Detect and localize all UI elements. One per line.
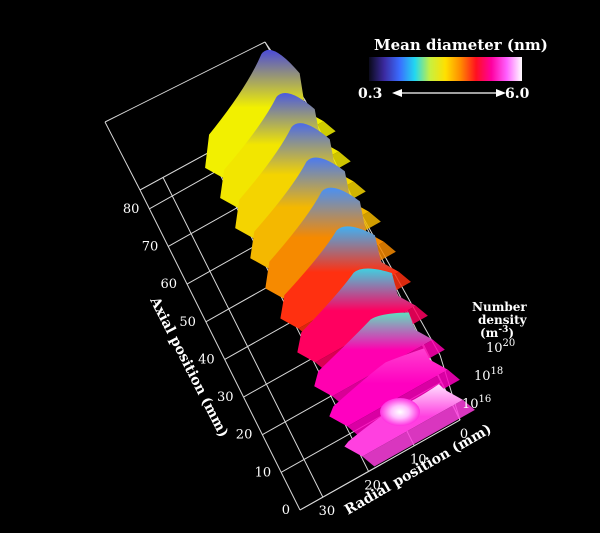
colorbar: Mean diameter (nm) 0.3 6.0 (358, 36, 548, 102)
radial-tick-10: 10 (410, 453, 427, 468)
ridge-50 (265, 187, 384, 299)
radial-tick-20: 20 (364, 478, 381, 493)
axial-tick-30: 30 (217, 390, 234, 405)
density-ticks: 1016 1018 1020 (462, 338, 515, 412)
backwall-left (104, 121, 141, 191)
surface-ridges (205, 49, 475, 467)
axial-tick-60: 60 (161, 277, 178, 292)
density-tick-16: 1016 (462, 394, 491, 412)
axial-tick-70: 70 (142, 239, 159, 254)
colorbar-max-label: 6.0 (505, 86, 530, 102)
colorbar-gradient (369, 57, 522, 81)
density-tick-20: 1020 (486, 338, 515, 356)
backwall-top (104, 41, 266, 123)
axial-tick-0: 0 (282, 503, 290, 518)
ridge-66 (235, 123, 354, 239)
ridge-42 (280, 226, 399, 329)
ridge-82 (205, 49, 324, 178)
colorbar-title: Mean diameter (nm) (374, 36, 548, 54)
surface-hotspot (380, 398, 420, 426)
density-axis-label: Number density (m-3) (472, 300, 528, 340)
colorbar-arrow-right (496, 89, 506, 97)
radial-tick-0: 0 (460, 427, 468, 442)
axial-tick-50: 50 (179, 315, 196, 330)
density-unit-close: ) (508, 326, 514, 340)
density-unit-exponent: -3 (498, 325, 508, 335)
colorbar-arrow-left (392, 89, 402, 97)
axial-tick-10: 10 (255, 465, 272, 480)
radial-ticks: 0 10 20 30 (319, 427, 469, 519)
ridge-33 (297, 268, 416, 363)
density-label-line-1: Number (472, 300, 527, 314)
ridge-16 (329, 348, 448, 427)
density-tick-18: 1018 (474, 366, 503, 384)
ridge-24 (314, 312, 433, 397)
density-label-line-2: density (478, 313, 528, 327)
density-unit: (m-3) (480, 325, 514, 340)
floor-grid-axial-0 (299, 419, 461, 511)
density-unit-base: (m (480, 326, 499, 340)
floor-grid-radial-30 (162, 176, 324, 498)
axial-ticks: 0 10 20 30 40 50 60 70 80 (123, 202, 290, 518)
axial-tick-40: 40 (198, 352, 215, 367)
axial-tick-80: 80 (123, 202, 140, 217)
ridge-trough-8 (362, 399, 475, 467)
radial-tick-30: 30 (319, 504, 336, 519)
colorbar-min-label: 0.3 (358, 86, 382, 102)
floor-left-edge (139, 189, 301, 511)
axial-tick-20: 20 (236, 428, 253, 443)
